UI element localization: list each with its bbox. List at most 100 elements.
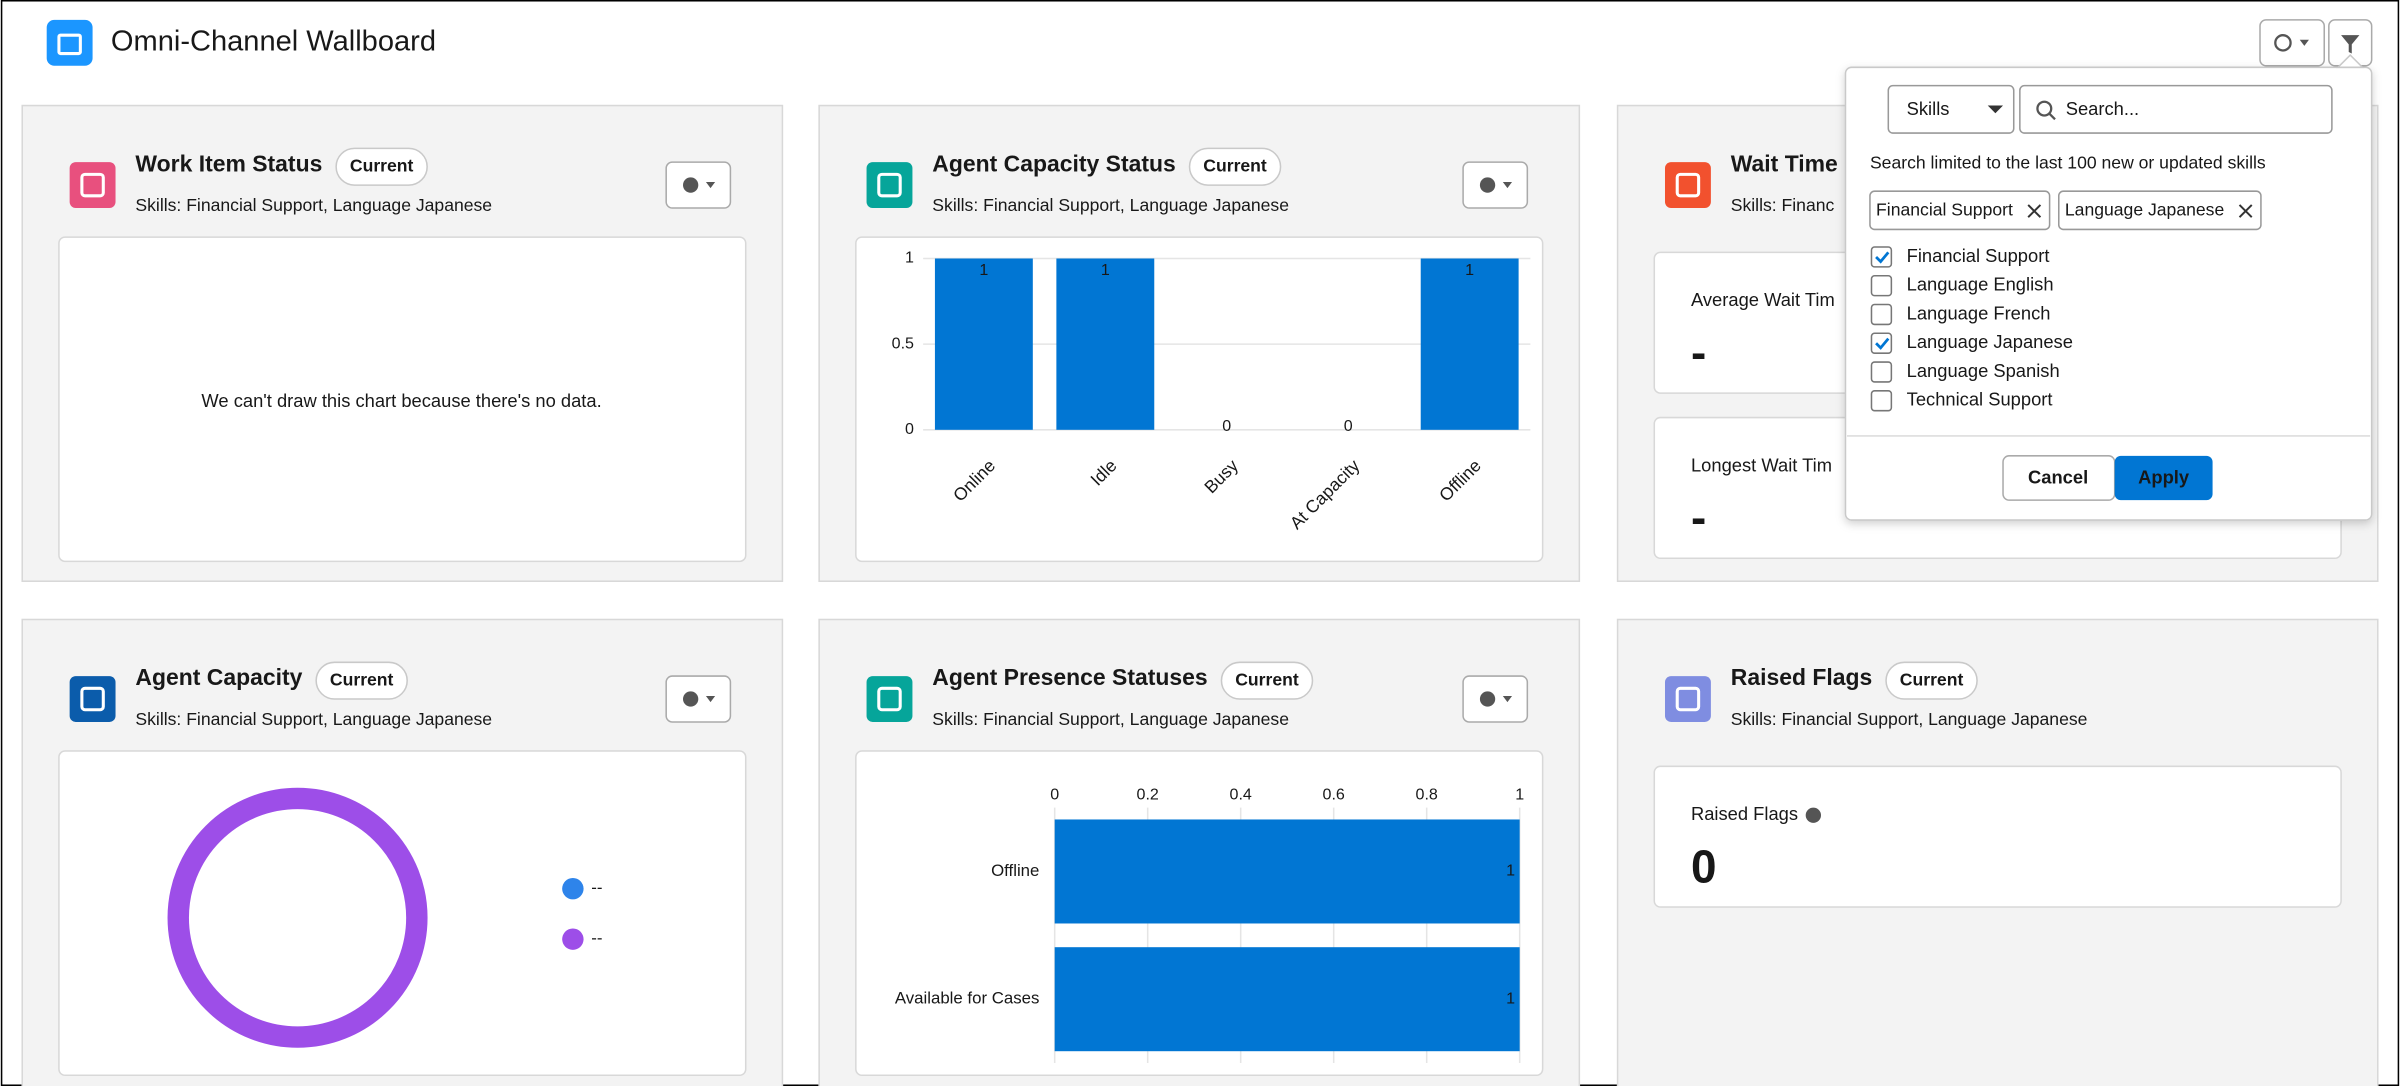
dropdown-label: Skills bbox=[1907, 98, 1950, 119]
x-tick-label: 1 bbox=[1515, 786, 1524, 804]
metric-label: Average Wait Tim bbox=[1691, 289, 1835, 310]
panel-title: Raised Flags bbox=[1731, 664, 1873, 690]
pie-icon bbox=[1479, 177, 1496, 193]
y-tick-label: 1 bbox=[905, 249, 914, 267]
option-label: Language English bbox=[1907, 274, 2054, 295]
panel-skills: Skills: Financial Support, Language Japa… bbox=[932, 195, 1289, 215]
caret bbox=[705, 182, 716, 189]
cancel-label: Cancel bbox=[2028, 467, 2088, 488]
checkbox[interactable] bbox=[1870, 275, 1893, 297]
checkbox[interactable] bbox=[1870, 361, 1893, 383]
status-badge-text: Current bbox=[350, 155, 414, 175]
metric-value: - bbox=[1691, 492, 1706, 544]
checkbox[interactable] bbox=[1870, 303, 1893, 326]
panel-icon bbox=[1664, 162, 1711, 209]
panel-icon-glyph bbox=[877, 686, 902, 712]
caret bbox=[2299, 39, 2309, 46]
y-tick-label: Available for Cases bbox=[895, 989, 1040, 1008]
status-badge-text: Current bbox=[1235, 669, 1299, 689]
status-badge-text: Current bbox=[330, 669, 394, 689]
legend-swatch bbox=[562, 928, 584, 950]
x-tick-label: 0.4 bbox=[1230, 786, 1252, 804]
remove-pill[interactable] bbox=[2027, 204, 2042, 218]
panel-icon-glyph bbox=[80, 172, 105, 198]
search-placeholder: Search... bbox=[2066, 98, 2139, 119]
metric-value: - bbox=[1691, 327, 1706, 379]
metric-label: Raised Flags bbox=[1691, 803, 1798, 824]
option-label: Financial Support bbox=[1907, 245, 2050, 266]
app-icon-glyph bbox=[57, 33, 82, 56]
popover-nub bbox=[2336, 53, 2365, 69]
caret bbox=[1502, 182, 1513, 189]
option-label: Technical Support bbox=[1907, 389, 2053, 410]
option-label: Language Spanish bbox=[1907, 360, 2060, 381]
y-tick-label: Offline bbox=[991, 861, 1039, 880]
skills-filter: Skills Search... Search limited to the las… bbox=[1844, 53, 2373, 521]
option-label: Language Japanese bbox=[1907, 331, 2073, 352]
status-badge-text: Current bbox=[1900, 669, 1964, 689]
panel-icon-glyph bbox=[877, 172, 902, 198]
panel-icon bbox=[866, 162, 913, 209]
data-label: 1 bbox=[1465, 261, 1474, 279]
search-input[interactable] bbox=[2019, 84, 2333, 134]
chart-card bbox=[58, 750, 747, 1077]
caret bbox=[705, 695, 716, 703]
panel-skills: Skills: Financial Support, Language Japa… bbox=[135, 195, 492, 215]
pie-icon bbox=[683, 177, 699, 193]
status-badge bbox=[1220, 661, 1314, 700]
panel-icon-glyph bbox=[80, 686, 105, 712]
metric-label: Longest Wait Tim bbox=[1691, 454, 1832, 475]
skill-pill-text: Language Japanese bbox=[2065, 200, 2224, 220]
skills-dropdown[interactable] bbox=[1887, 84, 2015, 134]
caret bbox=[1987, 105, 2004, 114]
panel-skills: Skills: Financial Support, Language Japa… bbox=[135, 709, 492, 729]
bar bbox=[1420, 258, 1519, 430]
legend-swatch bbox=[562, 877, 584, 900]
pie-icon bbox=[1479, 691, 1496, 707]
status-badge bbox=[1188, 147, 1282, 186]
status-badge-text: Current bbox=[1203, 155, 1267, 175]
search-icon bbox=[2036, 100, 2053, 117]
pie-icon bbox=[683, 691, 699, 707]
x-tick-label: 0.2 bbox=[1137, 786, 1159, 804]
caret bbox=[1502, 695, 1513, 703]
skill-pill-text: Financial Support bbox=[1876, 200, 2013, 220]
remove-pill[interactable] bbox=[2238, 204, 2253, 218]
bar bbox=[934, 258, 1033, 430]
x-tick-label: 0.6 bbox=[1323, 786, 1345, 804]
y-tick-label: 0 bbox=[905, 420, 914, 438]
panel-skills: Skills: Financ bbox=[1731, 195, 1835, 215]
checkmark bbox=[1875, 337, 1890, 350]
legend-label: -- bbox=[591, 878, 602, 897]
checkbox[interactable] bbox=[1870, 246, 1893, 268]
panel-icon bbox=[69, 162, 116, 209]
y-tick-label: 0.5 bbox=[892, 334, 914, 352]
donut-ring bbox=[167, 787, 428, 1048]
panel-title: Work Item Status bbox=[135, 150, 322, 176]
info-icon bbox=[1805, 807, 1822, 823]
data-label: 1 bbox=[1506, 862, 1515, 880]
checkbox[interactable] bbox=[1870, 390, 1893, 412]
x-tick-label: 0.8 bbox=[1416, 786, 1438, 804]
status-badge bbox=[315, 661, 408, 700]
data-label: 1 bbox=[1101, 261, 1110, 279]
panel-icon bbox=[1664, 676, 1711, 722]
data-label: 1 bbox=[979, 261, 988, 279]
checkmark bbox=[1875, 251, 1890, 264]
panel-title: Agent Capacity bbox=[135, 664, 302, 690]
skill-pill bbox=[1869, 190, 2051, 231]
metric-card bbox=[1653, 765, 2342, 908]
apply-button[interactable] bbox=[2114, 455, 2213, 501]
bar bbox=[1056, 258, 1155, 430]
apply-label: Apply bbox=[2138, 467, 2190, 488]
bar bbox=[1054, 947, 1520, 1052]
checkbox[interactable] bbox=[1870, 332, 1893, 354]
filter-icon bbox=[2341, 35, 2360, 54]
app-icon bbox=[46, 19, 93, 66]
refresh-button[interactable] bbox=[2259, 19, 2326, 67]
clock-icon bbox=[2274, 34, 2292, 52]
data-label: 1 bbox=[1506, 989, 1515, 1007]
data-label: 0 bbox=[1222, 417, 1231, 435]
empty-message: We can't draw this chart because there's… bbox=[201, 390, 601, 411]
